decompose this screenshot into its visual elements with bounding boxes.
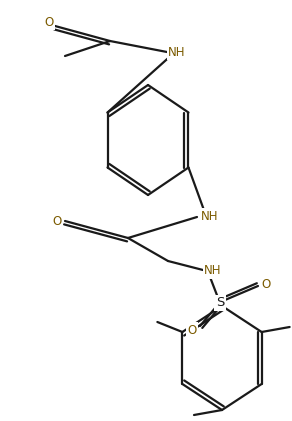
Text: S: S [216, 296, 224, 309]
Text: NH: NH [201, 210, 219, 223]
Text: O: O [52, 215, 62, 227]
Text: O: O [261, 277, 271, 290]
Text: O: O [187, 323, 197, 336]
Text: NH: NH [168, 45, 186, 59]
Text: O: O [44, 16, 54, 29]
Text: NH: NH [204, 264, 222, 277]
